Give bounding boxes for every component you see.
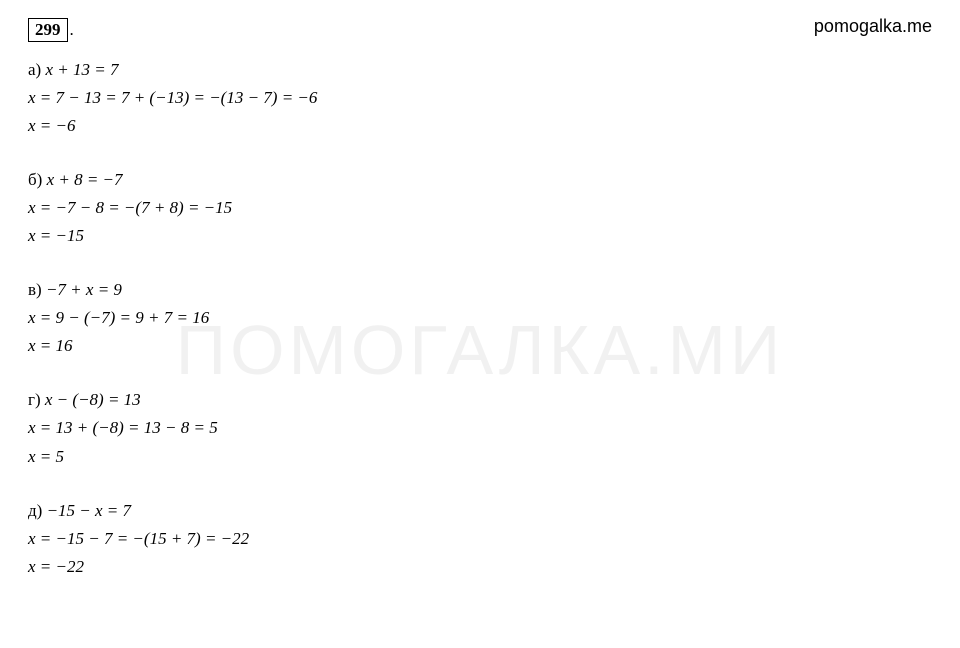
block-v-line1: в) −7 + x = 9 xyxy=(28,276,932,304)
block-b-label: б) xyxy=(28,170,42,189)
block-d: д) −15 − x = 7 x = −15 − 7 = −(15 + 7) =… xyxy=(28,497,932,581)
block-a-line2: x = 7 − 13 = 7 + (−13) = −(13 − 7) = −6 xyxy=(28,84,932,112)
block-a: а) x + 13 = 7 x = 7 − 13 = 7 + (−13) = −… xyxy=(28,56,932,140)
block-d-line3: x = −22 xyxy=(28,553,932,581)
problem-number-dot: . xyxy=(70,20,74,39)
problem-number: 299 xyxy=(28,18,68,42)
block-d-eq1: −15 − x = 7 xyxy=(47,501,131,520)
block-b-line1: б) x + 8 = −7 xyxy=(28,166,932,194)
block-b-line3: x = −15 xyxy=(28,222,932,250)
block-v-label: в) xyxy=(28,280,42,299)
block-v-line2: x = 9 − (−7) = 9 + 7 = 16 xyxy=(28,304,932,332)
block-a-line1: а) x + 13 = 7 xyxy=(28,56,932,84)
block-d-line2: x = −15 − 7 = −(15 + 7) = −22 xyxy=(28,525,932,553)
block-v-eq1: −7 + x = 9 xyxy=(46,280,122,299)
block-d-line1: д) −15 − x = 7 xyxy=(28,497,932,525)
block-g: г) x − (−8) = 13 x = 13 + (−8) = 13 − 8 … xyxy=(28,386,932,470)
block-g-line2: x = 13 + (−8) = 13 − 8 = 5 xyxy=(28,414,932,442)
block-g-line3: x = 5 xyxy=(28,443,932,471)
block-v: в) −7 + x = 9 x = 9 − (−7) = 9 + 7 = 16 … xyxy=(28,276,932,360)
problem-header: 299. xyxy=(28,18,932,50)
block-b: б) x + 8 = −7 x = −7 − 8 = −(7 + 8) = −1… xyxy=(28,166,932,250)
content-area: 299. а) x + 13 = 7 x = 7 − 13 = 7 + (−13… xyxy=(28,18,932,581)
block-g-label: г) xyxy=(28,390,41,409)
block-g-eq1: x − (−8) = 13 xyxy=(45,390,141,409)
block-g-line1: г) x − (−8) = 13 xyxy=(28,386,932,414)
block-v-line3: x = 16 xyxy=(28,332,932,360)
block-d-label: д) xyxy=(28,501,42,520)
block-a-eq1: x + 13 = 7 xyxy=(45,60,118,79)
block-b-line2: x = −7 − 8 = −(7 + 8) = −15 xyxy=(28,194,932,222)
block-a-label: а) xyxy=(28,60,41,79)
block-b-eq1: x + 8 = −7 xyxy=(47,170,123,189)
block-a-line3: x = −6 xyxy=(28,112,932,140)
